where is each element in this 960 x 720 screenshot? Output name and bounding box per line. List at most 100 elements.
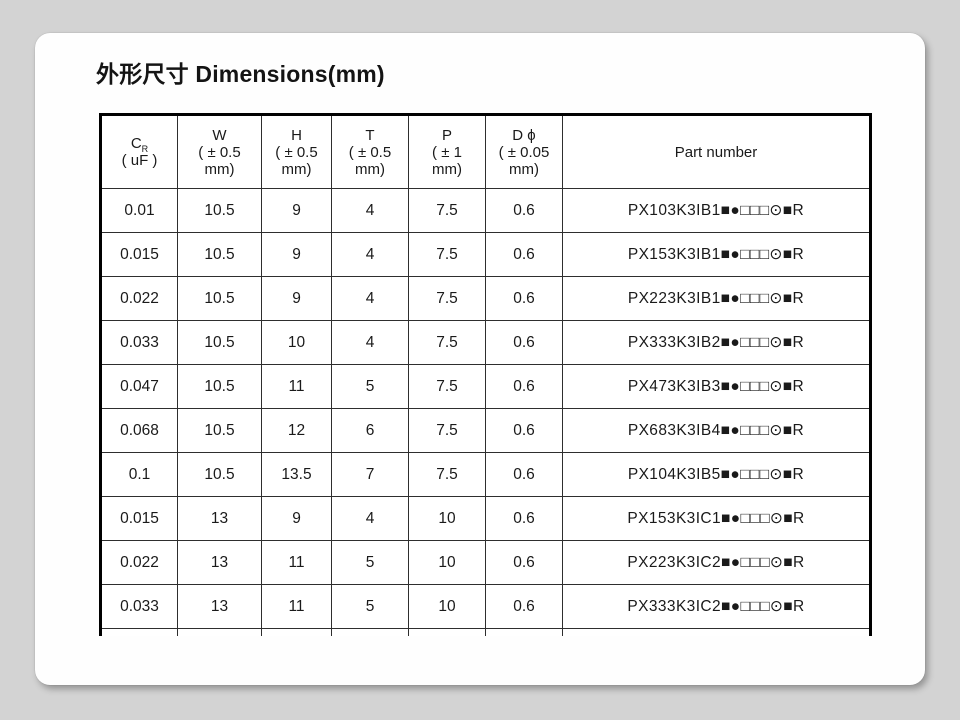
table-row: 0.047 10.5 11 5 7.5 0.6 PX473K3IB3■●□□□⊙… [100,364,871,409]
col-header-dphi: D ϕ ( ± 0.05 mm) [485,114,563,189]
cell [485,628,563,636]
cell [331,628,409,636]
header-row: CR ( uF ) W ( ± 0.5 mm) H ( ± 0.5 mm) [100,114,871,189]
col-header-t-symbol: T [365,126,375,144]
cell [100,628,178,636]
cell-p: 10 [408,584,486,629]
col-header-w-unit: mm) [204,160,235,178]
cell-part-number: PX153K3IC1■●□□□⊙■R [562,496,871,541]
cell-p: 7.5 [408,232,486,277]
cell-cr: 0.033 [100,320,178,365]
cell [562,628,871,636]
cell-h: 9 [261,496,332,541]
cell-w: 10.5 [177,408,262,453]
cell-p: 7.5 [408,364,486,409]
col-header-h-unit: mm) [281,160,312,178]
table-row: 0.022 10.5 9 4 7.5 0.6 PX223K3IB1■●□□□⊙■… [100,276,871,321]
col-header-p: P ( ± 1 mm) [408,114,486,189]
cell-h: 12 [261,408,332,453]
cell-h: 9 [261,276,332,321]
cell-w: 10.5 [177,364,262,409]
col-header-t: T ( ± 0.5 mm) [331,114,409,189]
cell-w: 10.5 [177,320,262,365]
cell-dphi: 0.6 [485,408,563,453]
table-row-clipped [100,628,871,636]
cell [408,628,486,636]
cell-p: 7.5 [408,188,486,233]
cell-dphi: 0.6 [485,452,563,497]
table-row: 0.022 13 11 5 10 0.6 PX223K3IC2■●□□□⊙■R [100,540,871,585]
col-header-cr: CR ( uF ) [100,114,178,189]
cell-t: 4 [331,276,409,321]
cell-h: 11 [261,364,332,409]
cell-p: 10 [408,496,486,541]
col-header-dphi-unit: mm) [509,160,539,178]
table-row: 0.01 10.5 9 4 7.5 0.6 PX103K3IB1■●□□□⊙■R [100,188,871,233]
col-header-h-symbol: H [291,126,302,144]
cell-dphi: 0.6 [485,496,563,541]
table-row: 0.1 10.5 13.5 7 7.5 0.6 PX104K3IB5■●□□□⊙… [100,452,871,497]
cell-dphi: 0.6 [485,188,563,233]
table-row: 0.015 13 9 4 10 0.6 PX153K3IC1■●□□□⊙■R [100,496,871,541]
col-header-h: H ( ± 0.5 mm) [261,114,332,189]
cell [261,628,332,636]
col-header-p-tolerance: ( ± 1 [432,143,462,161]
cell-p: 7.5 [408,452,486,497]
table-row: 0.015 10.5 9 4 7.5 0.6 PX153K3IB1■●□□□⊙■… [100,232,871,277]
cell-part-number: PX223K3IB1■●□□□⊙■R [562,276,871,321]
cell-p: 7.5 [408,408,486,453]
cell-cr: 0.015 [100,232,178,277]
cell-cr: 0.022 [100,276,178,321]
cell-t: 5 [331,584,409,629]
cell-dphi: 0.6 [485,540,563,585]
cell-t: 4 [331,232,409,277]
col-header-p-unit: mm) [432,160,462,178]
dimensions-table-container: CR ( uF ) W ( ± 0.5 mm) H ( ± 0.5 mm) [99,113,875,636]
cell-cr: 0.01 [100,188,178,233]
cell-cr: 0.068 [100,408,178,453]
cell-cr: 0.015 [100,496,178,541]
cell-t: 5 [331,364,409,409]
cell-h: 9 [261,232,332,277]
col-header-dphi-tolerance: ( ± 0.05 [498,143,550,161]
cell-w: 10.5 [177,276,262,321]
table-row: 0.033 10.5 10 4 7.5 0.6 PX333K3IB2■●□□□⊙… [100,320,871,365]
cell-part-number: PX333K3IC2■●□□□⊙■R [562,584,871,629]
col-header-part-number: Part number [562,114,871,189]
cell-dphi: 0.6 [485,276,563,321]
cell-h: 11 [261,584,332,629]
cell-cr: 0.1 [100,452,178,497]
col-header-h-tolerance: ( ± 0.5 [275,143,318,161]
cell-dphi: 0.6 [485,364,563,409]
page-title: 外形尺寸 Dimensions(mm) [96,61,385,87]
cell-cr: 0.033 [100,584,178,629]
col-header-t-unit: mm) [355,160,385,178]
dimensions-table: CR ( uF ) W ( ± 0.5 mm) H ( ± 0.5 mm) [99,113,872,636]
cell-w: 10.5 [177,188,262,233]
cell-w: 10.5 [177,232,262,277]
cell-w: 10.5 [177,452,262,497]
slide-card: 外形尺寸 Dimensions(mm) CR ( uF ) [35,33,925,685]
table-row: 0.068 10.5 12 6 7.5 0.6 PX683K3IB4■●□□□⊙… [100,408,871,453]
cell-cr: 0.022 [100,540,178,585]
col-header-cr-unit: ( uF ) [121,152,158,169]
cell-t: 6 [331,408,409,453]
cell-dphi: 0.6 [485,584,563,629]
cell-part-number: PX683K3IB4■●□□□⊙■R [562,408,871,453]
col-header-cr-symbol: CR [130,135,149,154]
cell-h: 13.5 [261,452,332,497]
cell [177,628,262,636]
cell-t: 4 [331,496,409,541]
cell-t: 5 [331,540,409,585]
cell-w: 13 [177,584,262,629]
cell-w: 13 [177,540,262,585]
cell-part-number: PX473K3IB3■●□□□⊙■R [562,364,871,409]
col-header-w-tolerance: ( ± 0.5 [198,143,241,161]
cell-part-number: PX103K3IB1■●□□□⊙■R [562,188,871,233]
cell-w: 13 [177,496,262,541]
col-header-w-symbol: W [212,126,227,144]
cell-p: 7.5 [408,276,486,321]
cell-h: 11 [261,540,332,585]
cell-t: 7 [331,452,409,497]
